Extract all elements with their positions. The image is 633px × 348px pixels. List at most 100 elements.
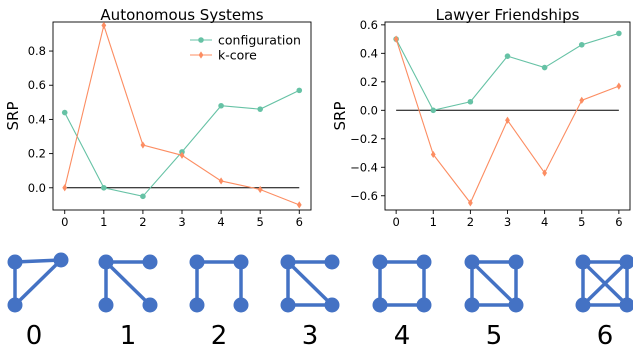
y-tick-label: 0.2 [28,147,46,161]
graphlet-label: 2 [211,321,228,348]
x-tick-label: 1 [430,215,437,229]
graphlet-label: 3 [302,321,319,348]
y-axis-label: SRP [4,102,22,131]
graphlet-edge [14,258,62,264]
graphlet-node [324,254,340,270]
graphlet-node [189,297,205,313]
x-tick-label: 6 [615,215,622,229]
x-tick-label: 0 [61,215,68,229]
graphlet-node [372,254,388,270]
graphlet-node [619,297,633,313]
y-tick-label: 0.6 [28,78,46,92]
data-point-k-core [579,96,585,104]
plot-area: 0 1 2 3 4 5 6 −0.6 −0.4 −0.2 0.0 0.2 0.4 0.6 [350,18,631,229]
plot-frame [52,21,312,211]
x-tick-label: 5 [578,215,585,229]
x-tick-label: 3 [178,215,185,229]
graphlet-node [233,297,249,313]
legend-label: k-core [218,48,257,63]
y-tick-label: 0.8 [28,44,46,58]
data-point-k-core [542,169,548,177]
series-line-configuration [64,89,300,197]
data-point-configuration [430,107,437,114]
data-point-configuration [101,184,107,191]
graphlet-node [324,297,340,313]
graphlet-6: 6 [575,254,633,348]
graphlet-node [189,254,205,270]
y-tick-label: −0.4 [350,160,378,174]
chart-lawyer-friendships: Lawyer Friendships SRP 0 1 2 3 4 5 6 −0.6 −0.4 −0… [331,6,631,229]
data-point-configuration [541,64,548,71]
series-line-k-core [64,23,300,206]
x-tick-label: 4 [541,215,548,229]
data-point-k-core [296,201,302,209]
graphlet-node [7,297,23,313]
data-point-k-core [393,35,399,43]
data-point-k-core [179,151,185,159]
y-tick-label: 0.2 [360,75,378,89]
graphlet-label: 5 [486,321,503,348]
x-tick-label: 6 [296,215,303,229]
data-point-configuration [616,30,622,37]
x-tick-label: 3 [504,215,511,229]
graphlet-node [280,254,296,270]
graphlet-node [416,297,432,313]
graphlet-label: 1 [120,321,137,348]
data-point-configuration [578,41,585,48]
y-tick-label: 0.6 [360,18,378,32]
graphlet-node [233,254,249,270]
graphlet-node [98,297,114,313]
legend-label: configuration [218,33,301,48]
graphlet-node [508,297,524,313]
plot-frame [384,21,631,211]
chart-title: Lawyer Friendships [436,6,580,24]
graphlet-node [464,297,480,313]
data-point-configuration [218,102,224,109]
data-point-k-core [62,184,68,192]
graphlet-label: 4 [394,321,411,348]
graphlet-edge [13,258,63,307]
data-point-k-core [430,150,436,159]
data-point-k-core [505,116,510,124]
x-tick-label: 0 [392,215,399,229]
x-tick-label: 2 [467,215,474,229]
y-tick-label: 0.0 [28,181,46,195]
data-point-configuration [140,193,146,200]
data-point-configuration [504,53,511,59]
legend-marker [198,51,204,59]
graphlet-node [280,297,296,313]
graphlet-node [508,254,524,270]
data-point-k-core [140,141,146,149]
graphlet-5: 5 [464,254,524,348]
graphlet-node [416,254,432,270]
graphlet-node [575,254,591,270]
x-tick-label: 1 [100,215,107,229]
y-tick-label: −0.2 [350,132,378,146]
data-point-configuration [296,87,303,94]
x-tick-label: 4 [217,215,224,229]
y-tick-label: 0.4 [28,112,46,126]
data-point-configuration [467,98,474,105]
graphlet-1: 1 [98,254,158,348]
x-tick-label: 5 [257,215,264,229]
data-point-k-core [467,199,473,207]
data-point-k-core [616,82,622,90]
graphlet-3: 3 [280,254,340,348]
data-point-configuration [61,109,68,116]
graphlet-4: 4 [372,254,432,348]
y-axis-label: SRP [331,102,349,131]
graphlet-node [142,254,158,270]
graphlet-2: 2 [189,254,249,348]
chart-title: Autonomous Systems [100,6,263,24]
graphlet-node [575,297,591,313]
graphlet-node [619,254,633,270]
graphlet-node [464,254,480,270]
chart-autonomous-systems: Autonomous Systems SRP 0 1 2 3 4 5 60.00.20.40… [4,6,312,229]
graphlet-node [53,252,69,268]
graphlet-label: 6 [597,321,614,348]
graphlet-edge [286,260,334,307]
graphlet-edge [104,260,152,307]
data-point-k-core [218,177,224,185]
data-point-k-core [257,185,263,194]
